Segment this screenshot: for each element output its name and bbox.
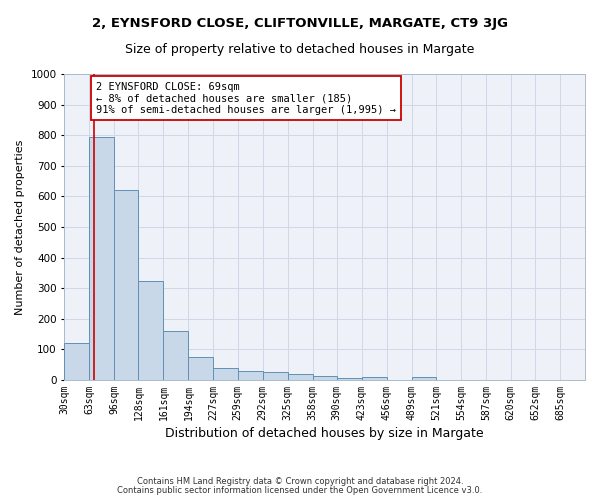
Text: Contains HM Land Registry data © Crown copyright and database right 2024.: Contains HM Land Registry data © Crown c… (137, 477, 463, 486)
Bar (238, 372, 263, 380)
Bar (214, 368, 238, 380)
Bar (139, 280, 163, 380)
Text: 2 EYNSFORD CLOSE: 69sqm
← 8% of detached houses are smaller (185)
91% of semi-de: 2 EYNSFORD CLOSE: 69sqm ← 8% of detached… (96, 82, 396, 115)
Bar (188, 357, 214, 380)
X-axis label: Distribution of detached houses by size in Margate: Distribution of detached houses by size … (166, 427, 484, 440)
Bar (313, 376, 337, 380)
Y-axis label: Number of detached properties: Number of detached properties (15, 140, 25, 314)
Bar (412, 377, 436, 380)
Text: Size of property relative to detached houses in Margate: Size of property relative to detached ho… (125, 42, 475, 56)
Bar (337, 378, 362, 380)
Text: Contains public sector information licensed under the Open Government Licence v3: Contains public sector information licen… (118, 486, 482, 495)
Bar (114, 190, 139, 380)
Bar (362, 377, 387, 380)
Bar (163, 331, 188, 380)
Bar (287, 374, 313, 380)
Bar (64, 343, 89, 380)
Bar (89, 136, 114, 380)
Bar (263, 372, 287, 380)
Text: 2, EYNSFORD CLOSE, CLIFTONVILLE, MARGATE, CT9 3JG: 2, EYNSFORD CLOSE, CLIFTONVILLE, MARGATE… (92, 18, 508, 30)
